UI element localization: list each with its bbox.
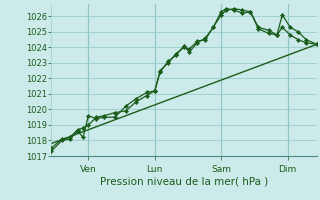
X-axis label: Pression niveau de la mer( hPa ): Pression niveau de la mer( hPa ) [100, 177, 268, 187]
